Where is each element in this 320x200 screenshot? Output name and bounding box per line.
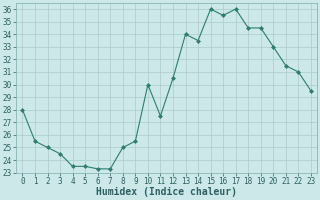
X-axis label: Humidex (Indice chaleur): Humidex (Indice chaleur) — [96, 187, 237, 197]
